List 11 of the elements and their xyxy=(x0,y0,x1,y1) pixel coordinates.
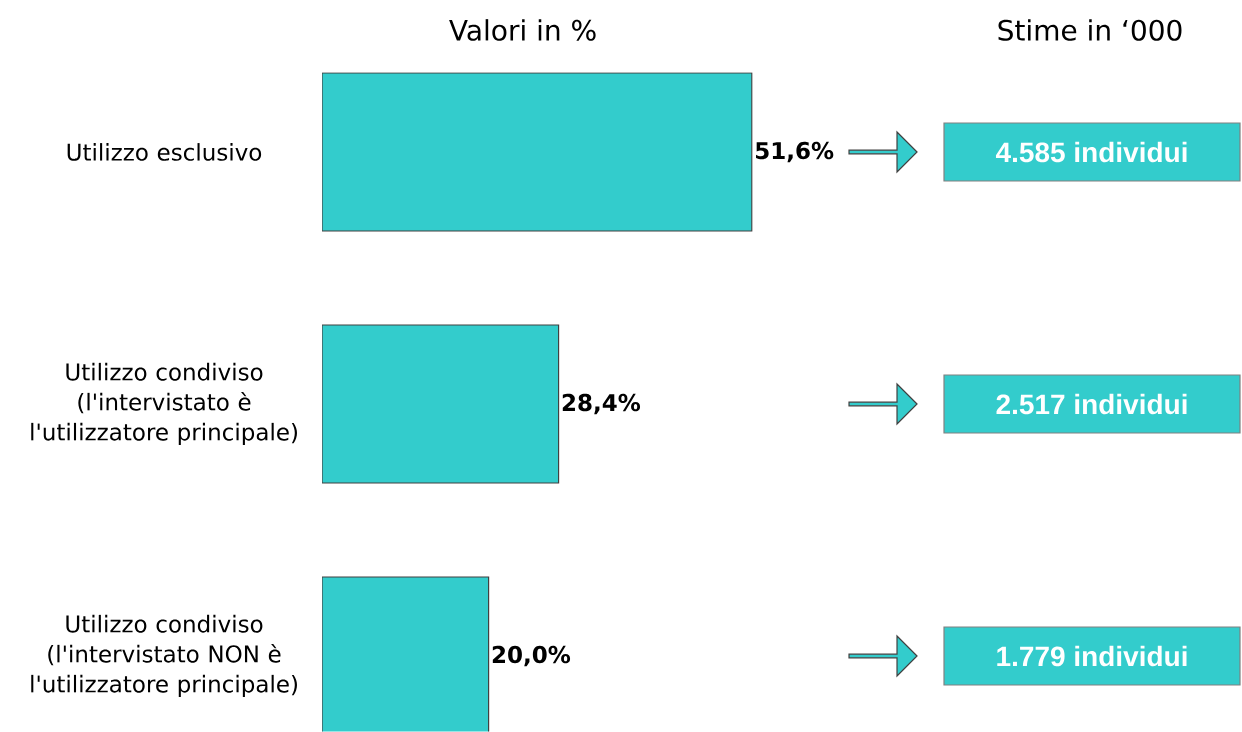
text: 1.779 individui xyxy=(997,645,1187,667)
y-tick-label: Utilizzo condiviso (l'intervistato è l'utilizzatore principale) xyxy=(31,362,297,446)
y-tick-label: Utilizzo condiviso (l'intervistato NON è l'utilizzatore principale) xyxy=(31,614,297,698)
text: 4.585 individui xyxy=(995,141,1187,163)
data-label: 28,4% xyxy=(562,393,641,415)
data-label: 51,6% xyxy=(756,141,834,163)
data-label: 20,0% xyxy=(492,645,571,667)
text: 2.517 individui xyxy=(996,393,1187,415)
y-tick-label: Utilizzo esclusivo xyxy=(67,143,262,161)
text: Stime in ‘000 xyxy=(998,19,1182,41)
chart-title: Valori in % xyxy=(449,19,596,41)
